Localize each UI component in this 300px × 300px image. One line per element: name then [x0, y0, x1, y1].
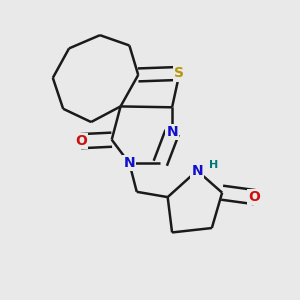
- Text: O: O: [249, 190, 260, 204]
- Text: N: N: [166, 125, 178, 139]
- Text: S: S: [174, 66, 184, 80]
- Text: O: O: [75, 134, 87, 148]
- Text: N: N: [191, 164, 203, 178]
- Text: N: N: [124, 156, 135, 170]
- Text: H: H: [209, 160, 218, 170]
